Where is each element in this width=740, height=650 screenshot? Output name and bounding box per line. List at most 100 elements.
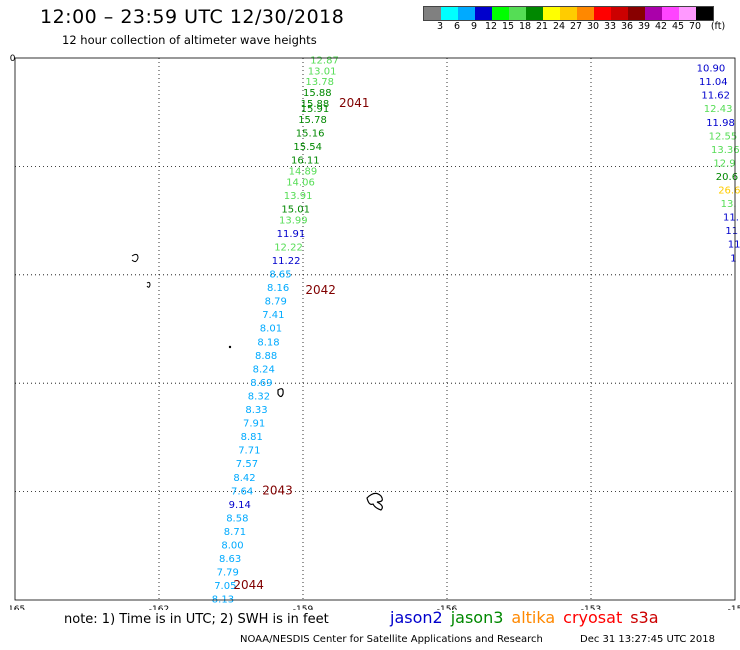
wave-height-value: 11.04 xyxy=(699,77,728,88)
wave-height-value: 8.42 xyxy=(233,473,255,484)
wave-height-value: 11.62 xyxy=(701,91,730,102)
color-scale-label: 12 xyxy=(484,21,498,32)
wave-height-value: 11 xyxy=(725,226,738,237)
color-swatch xyxy=(526,7,543,20)
color-scale-label: 3 xyxy=(436,21,444,32)
map-title: 12:00 – 23:59 UTC 12/30/2018 xyxy=(40,6,345,28)
island-shape xyxy=(131,253,139,263)
wave-height-value: 8.32 xyxy=(248,391,270,402)
color-swatch xyxy=(424,7,441,20)
color-swatch xyxy=(509,7,526,20)
wave-height-value: 13. xyxy=(721,199,737,210)
x-tick-label: -15 xyxy=(728,605,740,610)
wave-height-value: 12.43 xyxy=(704,104,733,115)
wave-height-value: 13.91 xyxy=(284,191,313,202)
wave-height-value: 1 xyxy=(730,253,736,264)
color-swatch xyxy=(594,7,611,20)
wave-height-value: 11.98 xyxy=(706,118,735,129)
wave-height-value: 8.01 xyxy=(260,324,282,335)
island-shape xyxy=(366,492,383,511)
altimeter-map: -165-162-159-156-153-15024681012.8713.01… xyxy=(10,54,740,610)
wave-height-value: 8.63 xyxy=(219,554,241,565)
color-swatch xyxy=(679,7,696,20)
wave-height-value: 8.65 xyxy=(269,270,291,281)
wave-height-value: 15.54 xyxy=(293,142,322,153)
color-scale-label: 15 xyxy=(501,21,515,32)
color-scale-label: 9 xyxy=(470,21,478,32)
wave-height-value: 9.14 xyxy=(229,500,251,511)
wave-height-value: 8.71 xyxy=(224,527,246,538)
color-swatch xyxy=(458,7,475,20)
wave-height-value: 8.81 xyxy=(241,432,263,443)
wave-height-value: 16.11 xyxy=(291,156,320,167)
legend-jason2: jason2 xyxy=(390,608,443,627)
color-scale-label: 24 xyxy=(552,21,566,32)
track-label: 2043 xyxy=(262,483,293,497)
map-frame xyxy=(14,57,736,601)
color-swatch xyxy=(475,7,492,20)
color-swatch xyxy=(441,7,458,20)
color-scale-label: 42 xyxy=(654,21,668,32)
track-label: 2044 xyxy=(233,578,264,592)
x-tick-label: -159 xyxy=(293,605,314,610)
color-scale-label: 21 xyxy=(535,21,549,32)
wave-height-value: 12.55 xyxy=(709,131,738,142)
x-tick-label: -162 xyxy=(149,605,169,610)
y-tick-label: 10 xyxy=(10,54,16,64)
color-scale-label: 45 xyxy=(671,21,685,32)
color-scale-label: 6 xyxy=(453,21,461,32)
wave-height-value: 7.71 xyxy=(238,446,260,457)
color-swatch xyxy=(645,7,662,20)
wave-height-value: 13.36 xyxy=(711,145,740,156)
satellite-legend: jason2 jason3 altika cryosat s3a xyxy=(390,608,667,627)
units-note: note: 1) Time is in UTC; 2) SWH is in fe… xyxy=(64,612,329,627)
wave-height-value: 8.58 xyxy=(226,513,248,524)
wave-height-value: 26.6 xyxy=(718,186,740,197)
x-tick-label: -165 xyxy=(10,605,25,610)
wave-height-value: 13.99 xyxy=(279,215,308,226)
color-swatch xyxy=(611,7,628,20)
wave-height-value: 15.78 xyxy=(298,115,327,126)
wave-height-value: 8.00 xyxy=(221,541,243,552)
wave-height-value: 7.79 xyxy=(217,568,239,579)
wave-height-value: 14.89 xyxy=(289,167,318,178)
timestamp-text: Dec 31 13:27:45 UTC 2018 xyxy=(580,634,715,645)
color-scale-label: 27 xyxy=(569,21,583,32)
color-swatch xyxy=(543,7,560,20)
color-scale-label: 36 xyxy=(620,21,634,32)
color-scale-label: 18 xyxy=(518,21,532,32)
wave-height-value: 12.22 xyxy=(274,242,303,253)
wave-height-value: 20.6 xyxy=(716,172,738,183)
x-tick-label: -153 xyxy=(581,605,601,610)
wave-height-value: 7.57 xyxy=(236,459,258,470)
color-swatch xyxy=(492,7,509,20)
island-shape xyxy=(228,345,232,349)
wave-height-value: 7.41 xyxy=(262,310,284,321)
wave-height-value: 7.64 xyxy=(231,486,253,497)
wave-height-value: 15.91 xyxy=(301,104,330,115)
wave-height-value: 8.24 xyxy=(253,364,275,375)
wave-height-color-scale xyxy=(423,6,714,21)
wave-height-value: 13.78 xyxy=(305,77,334,88)
wave-height-value: 7.05 xyxy=(214,581,236,592)
wave-height-value: 13.01 xyxy=(308,66,337,77)
island-shape xyxy=(146,281,151,288)
color-swatch xyxy=(577,7,594,20)
credit-text: NOAA/NESDIS Center for Satellite Applica… xyxy=(240,634,543,645)
wave-height-value: 15.16 xyxy=(296,129,325,140)
map-subtitle: 12 hour collection of altimeter wave hei… xyxy=(62,33,317,47)
wave-height-value: 8.18 xyxy=(257,337,279,348)
wave-height-value: 12.87 xyxy=(310,55,339,66)
color-swatch xyxy=(662,7,679,20)
wave-height-value: 15.88 xyxy=(301,99,330,110)
wave-height-value: 11.22 xyxy=(272,256,301,267)
color-scale-label: 33 xyxy=(603,21,617,32)
island-shape xyxy=(277,388,284,398)
wave-height-value: 11 xyxy=(728,240,740,251)
wave-height-value: 8.69 xyxy=(250,378,272,389)
legend-altika: altika xyxy=(511,608,556,627)
track-label: 2042 xyxy=(305,283,336,297)
wave-height-value: 11. xyxy=(723,213,739,224)
wave-height-value: 8.79 xyxy=(265,297,287,308)
wave-height-value: 8.88 xyxy=(255,351,277,362)
